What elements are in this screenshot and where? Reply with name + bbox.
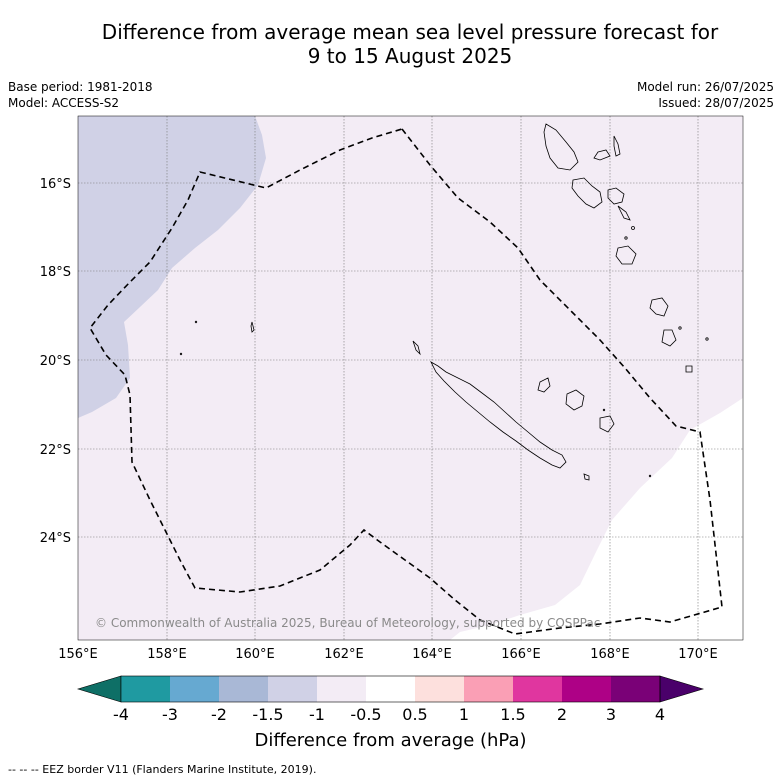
lon-label: 170°E	[678, 647, 718, 662]
base-period: Base period: 1981-2018	[8, 80, 153, 94]
new-caledonia-island	[430, 360, 567, 469]
colorbar-tick-label: 2	[556, 705, 568, 724]
colorbar-tick-label: 1.5	[500, 705, 526, 724]
colorbar-bin	[464, 676, 513, 702]
title-line-2: 9 to 15 August 2025	[307, 44, 513, 68]
colorbar-title: Difference from average (hPa)	[254, 730, 527, 751]
colorbar-tick-label: -3	[162, 705, 178, 724]
lon-label: 168°E	[590, 647, 630, 662]
lat-label: 22°S	[40, 443, 71, 458]
belep-islands	[412, 340, 421, 356]
colorbar-bin	[513, 676, 562, 702]
colorbar-bin	[366, 676, 415, 702]
lat-label: 24°S	[40, 531, 71, 546]
lon-label: 162°E	[324, 647, 364, 662]
gridlines	[78, 116, 743, 640]
lon-label: 160°E	[235, 647, 275, 662]
colorbar-bin	[268, 676, 317, 702]
lon-label: 158°E	[147, 647, 187, 662]
anomaly-region-neutral	[450, 398, 743, 640]
colorbar-bin	[415, 676, 464, 702]
colorbar-tick-label: 0.5	[402, 705, 428, 724]
lon-label: 166°E	[501, 647, 541, 662]
colorbar-bin	[562, 676, 611, 702]
colorbar-tick-label: 3	[605, 705, 617, 724]
vanuatu-islands	[543, 123, 709, 373]
colorbar-extend-low	[76, 675, 122, 703]
map-frame	[77, 115, 744, 641]
colorbar-bin	[121, 676, 170, 702]
title-line-1: Difference from average mean sea level p…	[101, 20, 719, 44]
credit-text: © Commonwealth of Australia 2025, Bureau…	[95, 616, 600, 630]
isle-of-pines	[583, 473, 590, 481]
colorbar-tick-label: -1.5	[252, 705, 284, 724]
colorbar-bin	[170, 676, 219, 702]
loyalty-mare	[599, 415, 615, 433]
colorbar-tick-label: -2	[211, 705, 227, 724]
colorbar-bin	[611, 676, 660, 702]
lat-label: 18°S	[40, 265, 71, 280]
colorbar-bin	[219, 676, 268, 702]
colorbar-tick-label: -0.5	[350, 705, 382, 724]
lat-label: 20°S	[40, 354, 71, 369]
colorbar	[76, 675, 705, 703]
colorbar-tick-label: 4	[654, 705, 666, 724]
issued-date: Issued: 28/07/2025	[658, 96, 774, 110]
chesterfield-reefs	[179, 320, 652, 478]
colorbar-extend-high	[659, 675, 705, 703]
model-name: Model: ACCESS-S2	[8, 96, 120, 110]
lat-label: 16°S	[40, 177, 71, 192]
eez-footnote: -- -- -- EEZ border V11 (Flanders Marine…	[8, 763, 317, 776]
colorbar-tick-label: 1	[458, 705, 470, 724]
eez-border	[89, 128, 723, 635]
lon-label: 156°E	[58, 647, 98, 662]
colorbar-bin	[317, 676, 366, 702]
model-run: Model run: 26/07/2025	[636, 80, 774, 94]
colorbar-tick-label: -4	[113, 705, 129, 724]
lon-label: 164°E	[412, 647, 452, 662]
loyalty-lifou	[565, 389, 585, 411]
anomaly-region-medium	[78, 116, 266, 418]
loyalty-ouvea	[537, 377, 551, 393]
colorbar-frame	[120, 675, 661, 703]
colorbar-tick-label: -1	[309, 705, 325, 724]
